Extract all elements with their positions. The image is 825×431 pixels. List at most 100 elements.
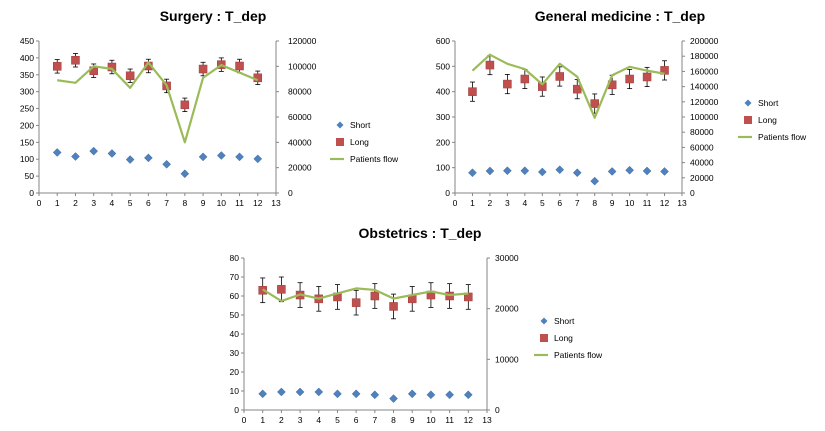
data-point-short — [89, 146, 99, 156]
data-point-short — [258, 389, 268, 399]
x-tick-label: 5 — [128, 198, 133, 208]
data-point-short — [537, 167, 547, 177]
y2-tick-label: 80000 — [690, 127, 714, 137]
data-point-short — [468, 168, 477, 178]
x-tick-label: 1 — [470, 198, 475, 208]
data-point-long — [660, 66, 669, 75]
series-long — [468, 55, 669, 114]
y2-tick-label: 140000 — [690, 82, 719, 92]
y-tick-label: 250 — [20, 104, 34, 114]
data-point-short — [389, 394, 398, 403]
data-point-long — [351, 298, 361, 307]
data-point-short — [52, 148, 62, 157]
y-tick-label: 60 — [230, 291, 240, 301]
chart-title: General medicine : T_dep — [535, 8, 705, 24]
y-tick-label: 200 — [20, 120, 34, 130]
legend: Short Long Patients flow — [330, 120, 399, 164]
chart-panel-3: Obstetrics : T_dep0102030405060708001000… — [230, 225, 604, 425]
x-tick-label: 1 — [260, 415, 265, 425]
y2-tick-label: 30000 — [495, 253, 519, 263]
data-point-long — [642, 72, 652, 82]
chart-panel-2: General medicine : T_dep0100200300400500… — [436, 8, 807, 208]
x-tick-label: 5 — [540, 198, 545, 208]
y2-tick-label: 120000 — [690, 97, 719, 107]
y2-tick-label: 0 — [495, 405, 500, 415]
x-tick-label: 0 — [37, 198, 42, 208]
data-point-short — [107, 149, 117, 158]
series-short — [258, 387, 473, 403]
x-tick-label: 7 — [164, 198, 169, 208]
y-tick-label: 80 — [230, 253, 240, 263]
x-tick-label: 8 — [592, 198, 597, 208]
chart-title: Surgery : T_dep — [160, 8, 267, 24]
series-short — [468, 165, 669, 186]
data-point-short — [607, 167, 617, 176]
x-tick-label: 4 — [110, 198, 115, 208]
data-point-short — [426, 390, 436, 400]
y-tick-label: 200 — [436, 137, 450, 147]
legend-marker-short — [540, 317, 548, 325]
y2-tick-label: 120000 — [288, 36, 317, 46]
legend-label: Short — [554, 316, 575, 326]
y-tick-label: 40 — [230, 329, 240, 339]
data-point-long — [464, 292, 473, 302]
data-point-short — [642, 166, 652, 176]
x-tick-label: 13 — [677, 198, 687, 208]
data-point-short — [351, 389, 361, 399]
y-tick-label: 30 — [230, 348, 240, 358]
chart-title: Obstetrics : T_dep — [359, 225, 482, 241]
y-tick-label: 300 — [436, 112, 450, 122]
data-point-short — [590, 176, 600, 186]
data-point-long — [71, 56, 80, 65]
y2-tick-label: 0 — [690, 188, 695, 198]
legend: Short Long Patients flow — [534, 316, 603, 360]
legend-marker-long — [540, 334, 548, 342]
y-tick-label: 450 — [20, 36, 34, 46]
data-point-short — [572, 168, 582, 178]
data-point-long — [253, 73, 263, 83]
y2-tick-label: 200000 — [690, 36, 719, 46]
y-tick-label: 100 — [20, 154, 34, 164]
data-point-short — [125, 155, 135, 164]
x-tick-label: 3 — [505, 198, 510, 208]
x-tick-label: 3 — [298, 415, 303, 425]
x-tick-label: 3 — [91, 198, 96, 208]
data-point-long — [520, 74, 530, 84]
y-tick-label: 20 — [230, 367, 240, 377]
chart-panel-1: Surgery : T_dep0501001502002503003504004… — [20, 8, 399, 208]
data-point-long — [52, 62, 62, 71]
y2-tick-label: 40000 — [690, 158, 714, 168]
y2-tick-label: 60000 — [288, 112, 312, 122]
data-point-short — [520, 166, 530, 176]
series-patients-flow — [471, 53, 665, 119]
legend-label: Short — [758, 98, 779, 108]
legend-label: Patients flow — [350, 154, 399, 164]
data-point-long — [625, 74, 634, 84]
data-point-short — [314, 387, 324, 397]
y2-tick-label: 10000 — [495, 354, 519, 364]
data-point-short — [295, 387, 305, 397]
y-tick-label: 300 — [20, 87, 34, 97]
x-tick-label: 0 — [242, 415, 247, 425]
legend-marker-short — [744, 99, 752, 107]
data-point-short — [235, 152, 244, 162]
legend-label: Short — [350, 120, 371, 130]
data-point-short — [407, 389, 417, 399]
y-tick-label: 0 — [234, 405, 239, 415]
y2-tick-label: 180000 — [690, 51, 719, 61]
data-point-short — [660, 167, 669, 176]
data-point-long — [468, 87, 477, 96]
data-point-long — [125, 71, 135, 81]
data-point-long — [107, 62, 117, 72]
data-point-short — [555, 165, 565, 175]
x-tick-label: 11 — [445, 415, 454, 425]
legend-label: Patients flow — [554, 350, 603, 360]
data-point-short — [71, 152, 80, 161]
data-point-long — [555, 72, 565, 81]
x-tick-label: 13 — [271, 198, 281, 208]
data-point-short — [445, 390, 454, 400]
x-tick-label: 12 — [464, 415, 474, 425]
data-point-long — [370, 291, 380, 301]
x-tick-label: 6 — [146, 198, 151, 208]
